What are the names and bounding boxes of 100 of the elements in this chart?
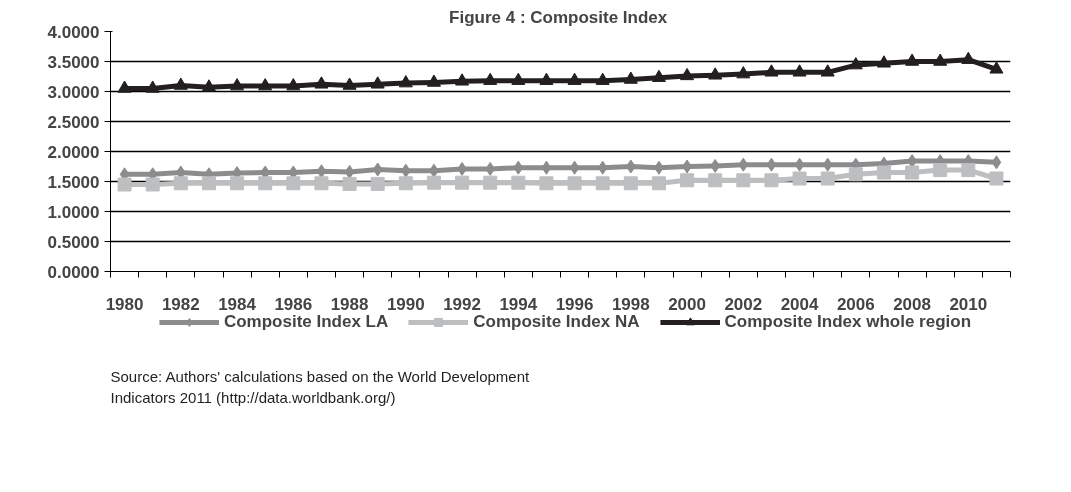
point — [483, 72, 498, 85]
point — [764, 64, 779, 77]
point — [822, 157, 833, 172]
point — [623, 71, 638, 84]
point — [595, 72, 610, 85]
point — [848, 167, 863, 182]
point — [738, 157, 749, 172]
point — [820, 64, 835, 77]
point — [117, 80, 132, 93]
point — [513, 160, 524, 175]
point — [736, 173, 751, 188]
point — [511, 175, 526, 190]
x-tick-label: 1984 — [218, 294, 257, 314]
y-tick-label: 1.5000 — [47, 172, 100, 192]
point — [708, 173, 723, 188]
point — [173, 77, 188, 90]
point — [117, 177, 132, 192]
point — [286, 176, 301, 191]
point — [569, 160, 580, 175]
x-tick-label: 1986 — [274, 294, 313, 314]
legend-label: Composite Index whole region — [724, 312, 972, 332]
point — [145, 177, 160, 192]
point — [651, 176, 666, 191]
point — [539, 176, 554, 191]
x-tick-label: 1994 — [499, 294, 538, 314]
point — [792, 64, 807, 77]
y-tick-label: 2.5000 — [47, 112, 100, 132]
y-tick-label: 0.0000 — [47, 262, 100, 282]
point — [905, 165, 920, 180]
point — [989, 171, 1004, 186]
y-tick-label: 0.5000 — [47, 232, 100, 252]
point — [398, 75, 413, 88]
point — [933, 53, 948, 66]
point — [597, 160, 608, 175]
y-tick-label: 3.5000 — [47, 52, 100, 72]
x-tick-label: 1998 — [611, 294, 650, 314]
point — [398, 176, 413, 191]
point — [876, 55, 891, 68]
point — [201, 176, 216, 191]
point — [230, 176, 245, 191]
source-note: Source: Authors' calculations based on the World Development Indicators 2011 (http://data.worldbank.org/) — [110, 368, 530, 406]
point — [905, 53, 920, 66]
point — [400, 163, 411, 178]
point — [961, 163, 976, 178]
x-tick-label: 2004 — [780, 294, 820, 314]
point — [710, 158, 721, 173]
x-tick-label: 2008 — [893, 294, 931, 314]
point — [651, 69, 666, 82]
y-tick-label: 4.0000 — [47, 22, 100, 42]
x-tick-label: 1982 — [161, 294, 200, 314]
point — [455, 73, 470, 86]
y-tick-label: 3.0000 — [47, 82, 100, 102]
point — [933, 163, 948, 178]
point — [485, 161, 496, 176]
point — [848, 57, 863, 70]
point — [794, 157, 805, 172]
x-tick-label: 2000 — [668, 294, 706, 314]
point — [680, 67, 695, 81]
point — [314, 76, 329, 89]
point — [539, 72, 554, 85]
x-tick-label: 2006 — [836, 294, 875, 314]
point — [342, 77, 357, 90]
point — [258, 176, 273, 191]
point — [314, 176, 329, 191]
point — [173, 176, 188, 191]
point — [370, 176, 385, 191]
point — [991, 155, 1002, 170]
point — [258, 78, 273, 91]
legend-label: Composite Index LA — [223, 312, 389, 332]
x-tick-label: 1988 — [330, 294, 369, 314]
point — [766, 157, 777, 172]
point — [736, 66, 751, 79]
point — [316, 164, 327, 179]
y-tick-label: 2.0000 — [47, 142, 100, 162]
point — [876, 165, 891, 180]
point — [820, 171, 835, 186]
point — [286, 78, 301, 91]
point — [201, 79, 216, 92]
point — [623, 176, 638, 191]
point — [372, 162, 383, 177]
point — [708, 67, 723, 80]
point — [145, 80, 160, 93]
x-tick-label: 2010 — [949, 294, 988, 314]
point — [989, 61, 1004, 74]
point — [426, 74, 441, 87]
point — [344, 164, 355, 179]
point — [595, 176, 610, 191]
x-tick-label: 1992 — [443, 294, 481, 314]
point — [567, 72, 582, 85]
point — [567, 176, 582, 191]
chart-title: Figure 4 : Composite Index — [449, 7, 668, 27]
point — [426, 175, 441, 190]
point — [455, 175, 470, 190]
legend-label: Composite Index NA — [473, 312, 640, 332]
point — [541, 160, 552, 175]
point — [511, 72, 526, 85]
x-tick-label: 1990 — [386, 294, 425, 314]
y-tick-label: 1.0000 — [47, 202, 100, 222]
point — [625, 159, 636, 174]
point — [764, 173, 779, 188]
